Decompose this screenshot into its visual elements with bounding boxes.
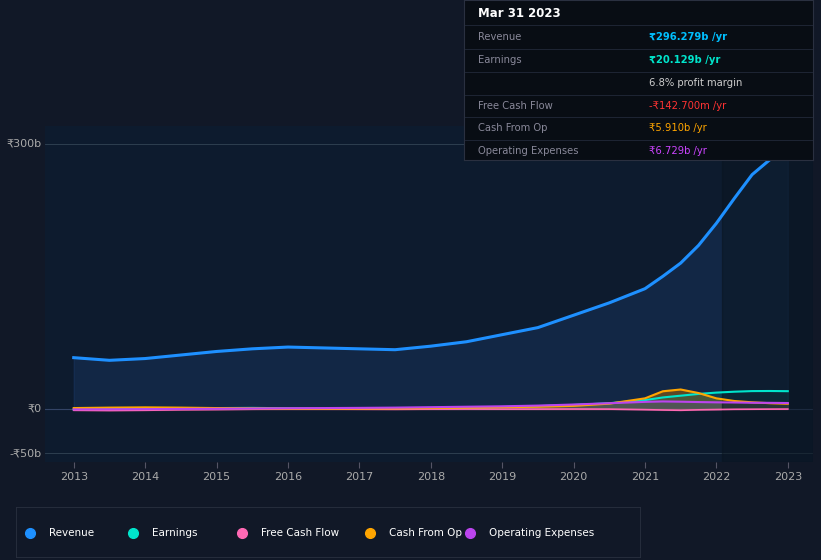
Text: Free Cash Flow: Free Cash Flow [261, 528, 339, 538]
Bar [722, 126, 813, 462]
Text: ₹0: ₹0 [27, 404, 41, 414]
Text: ₹300b: ₹300b [7, 139, 41, 149]
Text: ₹296.279b /yr: ₹296.279b /yr [649, 32, 727, 41]
Text: Free Cash Flow: Free Cash Flow [478, 101, 553, 111]
Text: Cash From Op: Cash From Op [389, 528, 462, 538]
Text: Cash From Op: Cash From Op [478, 123, 548, 133]
Text: Operating Expenses: Operating Expenses [488, 528, 594, 538]
Text: -₹50b: -₹50b [9, 448, 41, 458]
Text: ₹5.910b /yr: ₹5.910b /yr [649, 123, 707, 133]
Text: Earnings: Earnings [478, 55, 521, 65]
Text: 6.8% profit margin: 6.8% profit margin [649, 78, 742, 88]
Text: Revenue: Revenue [49, 528, 94, 538]
Text: Operating Expenses: Operating Expenses [478, 146, 578, 156]
Text: Earnings: Earnings [152, 528, 197, 538]
Text: Mar 31 2023: Mar 31 2023 [478, 7, 561, 20]
Text: ₹6.729b /yr: ₹6.729b /yr [649, 146, 707, 156]
Text: Revenue: Revenue [478, 32, 521, 41]
Text: -₹142.700m /yr: -₹142.700m /yr [649, 101, 726, 111]
Text: ₹20.129b /yr: ₹20.129b /yr [649, 55, 720, 65]
